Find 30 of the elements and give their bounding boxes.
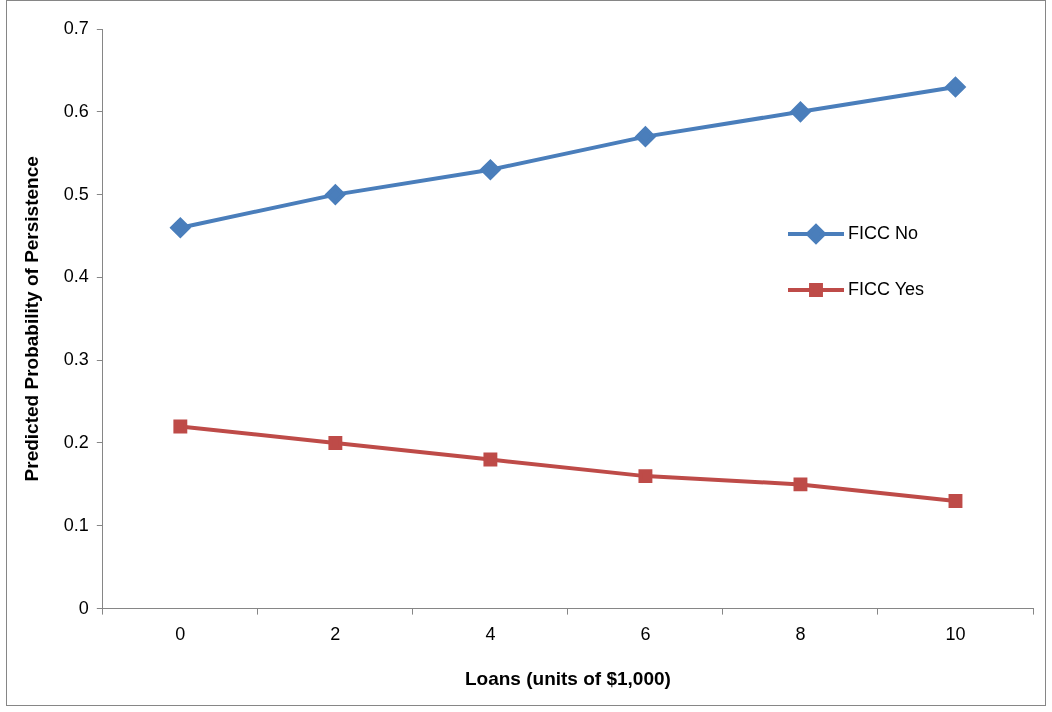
legend-label: FICC No [848, 222, 919, 243]
y-tick-label: 0.6 [63, 100, 89, 121]
point [790, 101, 811, 122]
y-tick-label: 0 [78, 597, 89, 618]
point [170, 217, 191, 238]
point [638, 469, 653, 484]
y-tick-label: 0.4 [63, 266, 89, 287]
x-tick-label: 6 [640, 624, 651, 645]
x-tick-label: 8 [795, 624, 806, 645]
y-tick-label: 0.3 [63, 349, 89, 370]
point [948, 494, 963, 508]
point [173, 419, 188, 434]
x-axis-title: Loans (units of $1,000) [464, 667, 671, 689]
point [328, 436, 343, 450]
x-tick-label: 10 [945, 624, 966, 645]
point [635, 126, 656, 147]
x-tick-label: 0 [175, 624, 186, 645]
legend-label: FICC Yes [848, 278, 925, 299]
point [483, 452, 498, 467]
x-tick-label: 2 [330, 624, 341, 645]
point [480, 159, 501, 180]
y-tick-label: 0.5 [63, 183, 89, 204]
y-tick-label: 0.1 [63, 514, 89, 535]
x-tick-label: 4 [485, 624, 496, 645]
point [793, 477, 808, 492]
point [325, 184, 346, 205]
y-tick-label: 0.7 [63, 17, 89, 38]
point [945, 76, 966, 97]
y-tick-label: 0.2 [63, 431, 89, 452]
y-axis-title: Predicted Probability of Persistence [20, 156, 42, 482]
